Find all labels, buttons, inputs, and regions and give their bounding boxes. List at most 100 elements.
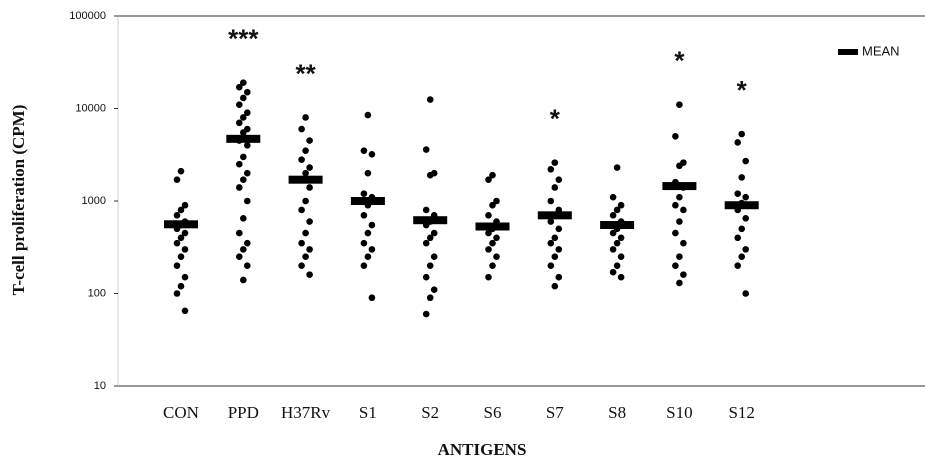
data-point bbox=[298, 206, 305, 214]
data-point bbox=[302, 253, 309, 260]
data-point bbox=[368, 294, 376, 302]
data-point bbox=[738, 253, 745, 260]
legend-label: MEAN bbox=[862, 43, 900, 58]
data-point bbox=[360, 147, 368, 154]
y-tick-label: 100000 bbox=[69, 10, 106, 22]
data-point bbox=[676, 253, 683, 260]
data-point bbox=[742, 215, 749, 222]
data-point bbox=[742, 290, 749, 297]
data-point bbox=[547, 197, 555, 205]
data-point bbox=[613, 206, 621, 214]
data-point bbox=[738, 130, 745, 138]
data-point bbox=[236, 229, 243, 237]
data-point bbox=[360, 212, 368, 219]
data-point bbox=[555, 273, 563, 281]
data-point bbox=[609, 193, 617, 201]
mean-bar bbox=[662, 182, 697, 191]
data-point bbox=[181, 307, 189, 315]
x-tick-label: S6 bbox=[484, 403, 502, 422]
data-point bbox=[680, 206, 687, 214]
data-point bbox=[298, 156, 305, 163]
x-tick-label: S2 bbox=[421, 403, 439, 422]
data-point bbox=[177, 167, 185, 175]
data-point bbox=[240, 79, 247, 87]
data-point bbox=[613, 262, 621, 269]
data-point bbox=[298, 125, 305, 133]
data-point bbox=[551, 234, 559, 242]
y-tick-label: 10 bbox=[94, 380, 106, 392]
data-point bbox=[485, 229, 492, 237]
data-point bbox=[485, 273, 492, 281]
data-point bbox=[306, 218, 313, 225]
data-point bbox=[364, 111, 372, 119]
data-point bbox=[493, 253, 500, 260]
data-point bbox=[676, 193, 683, 201]
data-point bbox=[422, 239, 430, 247]
significance: ** bbox=[295, 58, 316, 88]
data-point bbox=[617, 253, 625, 260]
data-point bbox=[240, 276, 247, 284]
data-point bbox=[672, 133, 679, 140]
data-point bbox=[240, 153, 247, 161]
data-point bbox=[302, 147, 309, 154]
data-point bbox=[547, 166, 555, 173]
data-point bbox=[302, 229, 309, 237]
significance: * bbox=[737, 75, 748, 105]
data-point bbox=[240, 129, 247, 136]
data-point bbox=[368, 150, 376, 158]
data-point bbox=[547, 218, 555, 225]
data-point bbox=[177, 234, 185, 242]
data-point bbox=[244, 88, 251, 96]
data-point bbox=[244, 169, 251, 177]
data-point bbox=[617, 201, 625, 209]
significance: * bbox=[550, 103, 561, 133]
data-point bbox=[680, 271, 687, 278]
data-point bbox=[426, 96, 434, 103]
data-point bbox=[738, 174, 745, 181]
data-point bbox=[609, 229, 617, 237]
data-point bbox=[734, 139, 741, 146]
data-point bbox=[181, 246, 189, 253]
data-point bbox=[368, 221, 376, 229]
data-point bbox=[676, 162, 683, 170]
x-tick-label: S8 bbox=[608, 403, 626, 422]
data-point bbox=[547, 239, 555, 247]
data-point bbox=[547, 262, 555, 269]
data-point bbox=[422, 273, 430, 281]
data-point bbox=[734, 262, 741, 269]
data-point bbox=[360, 239, 368, 247]
data-point bbox=[360, 262, 368, 269]
data-point bbox=[302, 197, 309, 205]
data-point bbox=[306, 137, 313, 144]
data-point bbox=[236, 83, 243, 91]
data-point bbox=[173, 290, 181, 297]
data-point bbox=[485, 212, 492, 219]
data-point bbox=[489, 171, 496, 179]
data-point bbox=[485, 176, 492, 183]
x-tick-label: CON bbox=[163, 403, 199, 422]
x-tick-label: PPD bbox=[228, 403, 259, 422]
data-point bbox=[680, 239, 687, 247]
data-point bbox=[430, 229, 438, 237]
y-tick-label: 10000 bbox=[75, 102, 106, 114]
y-axis-title: T-cell proliferation (CPM) bbox=[9, 105, 28, 296]
data-point bbox=[422, 146, 430, 153]
data-point bbox=[430, 253, 438, 260]
data-point bbox=[734, 190, 741, 197]
data-point bbox=[609, 212, 617, 219]
data-point bbox=[609, 246, 617, 253]
data-point bbox=[302, 169, 309, 177]
data-point bbox=[240, 246, 247, 253]
y-tick-label: 100 bbox=[88, 287, 106, 299]
x-tick-label: S7 bbox=[546, 403, 564, 422]
mean-bar bbox=[288, 175, 323, 184]
significance: *** bbox=[228, 24, 259, 54]
data-point bbox=[240, 94, 247, 102]
data-point bbox=[306, 271, 313, 278]
data-point bbox=[422, 310, 430, 318]
data-point bbox=[676, 279, 683, 287]
data-point bbox=[555, 246, 563, 253]
data-point bbox=[426, 234, 434, 242]
data-point bbox=[617, 273, 625, 281]
